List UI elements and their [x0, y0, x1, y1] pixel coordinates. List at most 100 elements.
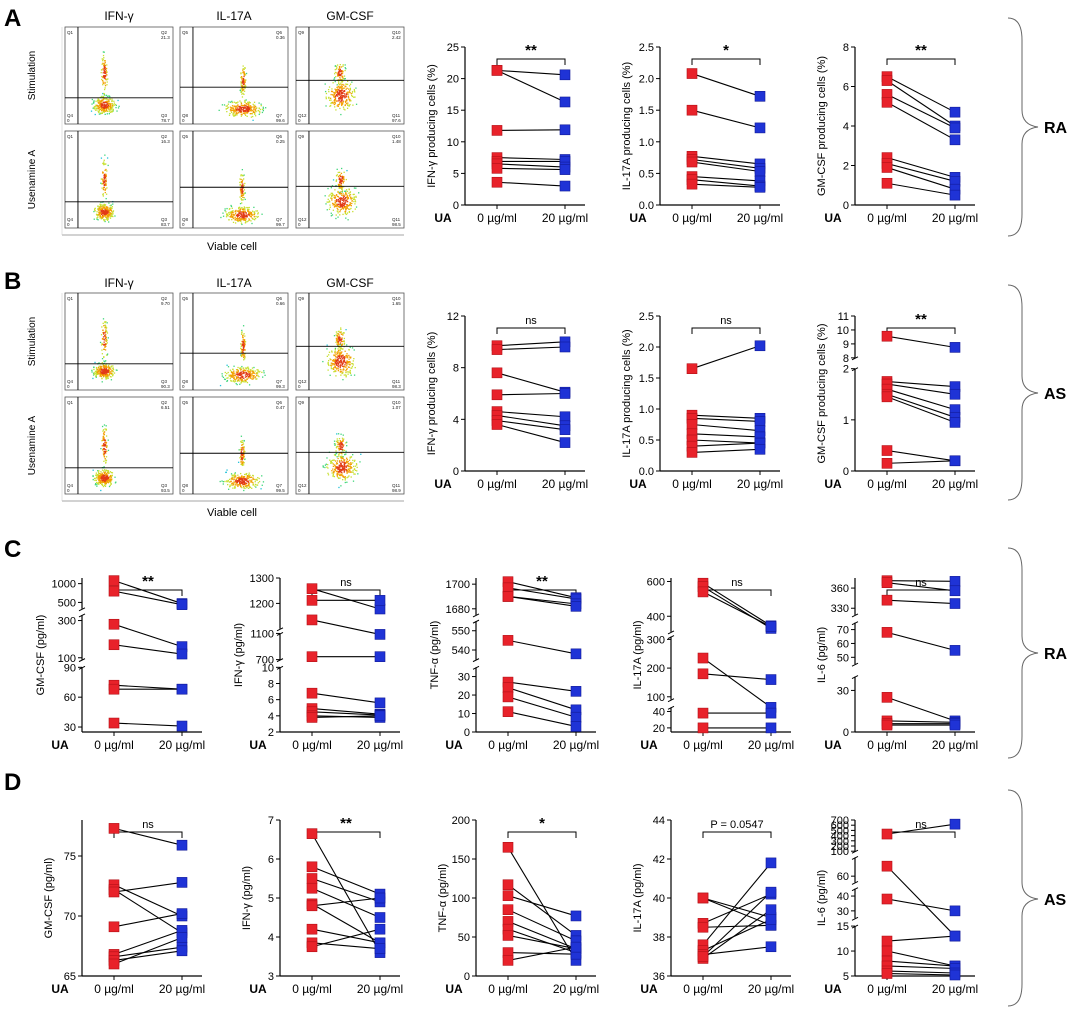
flow-event [331, 197, 333, 200]
flow-event [104, 110, 106, 112]
point-0ug [108, 639, 120, 651]
flow-event [222, 376, 225, 379]
flow-event [333, 471, 335, 473]
treatment-label: UA [629, 477, 647, 491]
flow-event [240, 175, 242, 177]
flow-event [340, 347, 342, 349]
flow-quadrant-value: 93.5 [161, 488, 170, 493]
flow-event [238, 482, 241, 484]
flow-event [239, 377, 242, 379]
flow-event [243, 481, 245, 483]
flow-event [105, 429, 107, 431]
flow-event [105, 368, 107, 370]
flow-event [93, 106, 96, 108]
flow-event [329, 105, 331, 107]
flow-event [340, 448, 342, 450]
flow-event [342, 106, 345, 108]
flow-event [114, 482, 117, 484]
pair-line [113, 913, 183, 928]
point-20ug [559, 96, 571, 108]
flow-event [105, 370, 108, 372]
flow-event [103, 178, 106, 180]
flow-event [108, 211, 110, 213]
y-tick-label: 0.5 [639, 168, 654, 180]
significance-bracket [496, 327, 566, 334]
flow-event [348, 91, 350, 93]
flow-event [102, 322, 104, 324]
flow-event [100, 213, 103, 216]
point-0ug [306, 882, 318, 894]
flow-event [233, 482, 235, 484]
flow-event [242, 92, 244, 95]
flow-event [107, 337, 109, 339]
y-axis-label: TNF-α (pg/ml) [429, 621, 441, 690]
flow-event [101, 109, 103, 112]
flow-event [239, 368, 241, 370]
flow-event [340, 181, 342, 183]
flow-event [242, 353, 244, 356]
flow-event [338, 443, 340, 445]
flow-event [339, 443, 341, 445]
flow-event [240, 181, 243, 183]
flow-event [232, 373, 234, 375]
flow-quadrant-id: Q12 [298, 113, 307, 118]
flow-event [342, 469, 344, 471]
flow-quadrant-value: 1.07 [392, 405, 401, 410]
flow-event [342, 479, 344, 481]
flow-event [98, 208, 100, 210]
flow-event [234, 222, 237, 224]
flow-event [334, 355, 337, 357]
flow-event [104, 69, 106, 71]
flow-event [234, 114, 237, 117]
flow-event [344, 78, 346, 80]
flow-event [232, 211, 234, 213]
flow-event [348, 463, 350, 465]
flow-event [99, 481, 101, 484]
flow-event [252, 110, 255, 113]
flow-event [249, 375, 252, 378]
flow-event [242, 371, 244, 373]
flow-event [231, 371, 234, 374]
flow-event [249, 109, 252, 112]
flow-event [239, 178, 241, 180]
flow-event [340, 340, 342, 342]
treatment-label: UA [51, 982, 69, 996]
flow-event [105, 474, 107, 476]
flow-event [255, 372, 258, 374]
pair-line [507, 909, 577, 942]
flow-event [106, 481, 108, 483]
flow-event [335, 194, 338, 196]
flow-event [338, 91, 341, 93]
flow-event [104, 163, 106, 165]
flow-event [106, 157, 109, 159]
flow-quadrant-id: Q3 [161, 217, 168, 222]
flow-event [327, 363, 330, 365]
point-20ug [949, 455, 961, 467]
flow-event [337, 74, 339, 77]
flow-event [107, 472, 109, 474]
flow-event [241, 81, 244, 83]
flow-event [347, 361, 349, 364]
flow-event [354, 201, 357, 203]
flow-event [335, 91, 337, 93]
flow-event [240, 72, 242, 74]
y-tick-label: 8 [268, 678, 274, 690]
pair-line [496, 411, 566, 418]
flow-event [337, 79, 340, 81]
flow-event [342, 196, 344, 198]
flow-event [99, 208, 101, 210]
flow-event [351, 92, 354, 94]
flow-event [102, 172, 104, 174]
dose-label-1: 20 µg/ml [737, 477, 783, 491]
flow-event [106, 470, 109, 472]
flow-event [104, 366, 106, 369]
flow-event [337, 175, 340, 178]
flow-event [243, 447, 245, 449]
flow-event [246, 485, 249, 487]
flow-event [103, 57, 105, 59]
flow-event [99, 365, 102, 367]
flow-event [104, 65, 106, 67]
flow-event [326, 344, 328, 346]
flow-event [103, 182, 105, 184]
